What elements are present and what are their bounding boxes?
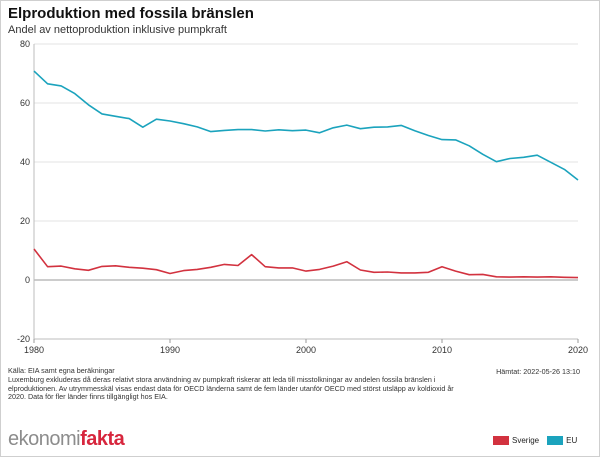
logo-part-fakta: fakta [80, 428, 125, 450]
legend-item-sverige[interactable]: Sverige [493, 436, 539, 445]
fetched-timestamp: Hämtat: 2022-05-26 13:10 [496, 367, 580, 376]
legend-item-eu[interactable]: EU [547, 436, 577, 445]
x-tick-label: 1990 [160, 345, 180, 355]
legend-swatch-sverige [493, 436, 509, 445]
series-line-sverige[interactable] [33, 248, 579, 279]
x-tick-label: 2010 [432, 345, 452, 355]
source-text: Källa: EIA samt egna beräkningar [8, 366, 115, 375]
y-tick-label: 80 [20, 39, 30, 49]
legend-label-sverige: Sverige [512, 436, 540, 445]
y-tick-label: -20 [17, 334, 30, 344]
y-tick-label: 0 [25, 275, 30, 285]
x-tick-label: 2020 [568, 345, 588, 355]
chart-legend: Sverige EU [493, 436, 585, 445]
series-line-eu[interactable] [33, 70, 579, 181]
y-tick-label: 60 [20, 98, 30, 108]
y-tick-label: 40 [20, 157, 30, 167]
y-tick-label: 20 [20, 216, 30, 226]
legend-swatch-eu [547, 436, 564, 445]
y-axis-ticks: -20 0 20 40 60 80 [17, 39, 30, 344]
chart-title: Elproduktion med fossila bränslen [8, 5, 254, 22]
x-tick-label: 1980 [24, 345, 44, 355]
footnote-text: Luxemburg exkluderas då deras relativt s… [8, 375, 454, 402]
legend-label-eu: EU [566, 436, 578, 445]
ekonomifakta-logo[interactable]: ekonomifakta [8, 428, 125, 450]
x-tick-label: 2000 [296, 345, 316, 355]
chart-subtitle: Andel av nettoproduktion inklusive pumpk… [8, 24, 227, 36]
grid-lines [33, 43, 578, 340]
x-axis-ticks: 1980 1990 2000 2010 2020 [24, 338, 588, 355]
logo-part-ekonomi: ekonomi [8, 428, 81, 450]
series-lines [33, 70, 579, 279]
